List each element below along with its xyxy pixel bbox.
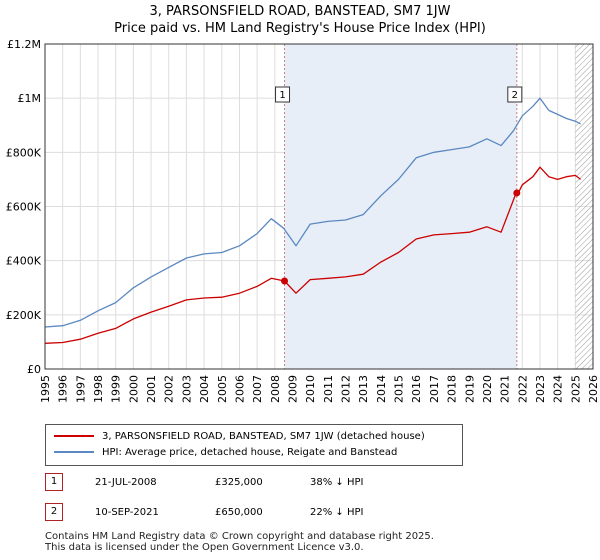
y-tick-label: £600K	[6, 201, 42, 214]
x-tick-label: 2016	[410, 375, 423, 403]
x-tick-label: 1995	[39, 375, 52, 403]
x-tick-label: 2014	[375, 375, 388, 403]
sale-hpi-diff: 22% ↓ HPI	[310, 507, 364, 518]
x-tick-label: 1998	[92, 375, 105, 403]
legend-label-property: 3, PARSONSFIELD ROAD, BANSTEAD, SM7 1JW …	[102, 431, 425, 442]
sale-point	[281, 277, 289, 285]
x-tick-label: 1997	[74, 375, 87, 403]
price-chart: £0 £200K £400K £600K £800K £1M £1.2M 1995 1996 19…	[6, 38, 600, 403]
sale-date: 21-JUL-2008	[95, 477, 157, 488]
x-tick-label: 2017	[428, 375, 441, 403]
sale-price: £325,000	[215, 477, 263, 488]
sale-hpi-diff: 38% ↓ HPI	[310, 477, 364, 488]
legend-swatch-hpi	[54, 451, 94, 453]
hpi-line	[44, 97, 581, 328]
legend-label-hpi: HPI: Average price, detached house, Reig…	[102, 447, 398, 458]
footer: Contains HM Land Registry data © Crown c…	[45, 531, 434, 553]
x-tick-label: 2023	[534, 375, 547, 403]
sale-date: 10-SEP-2021	[95, 507, 159, 518]
axes: £0 £200K £400K £600K £800K £1M £1.2M 1995 1996 19…	[6, 38, 600, 403]
x-tick-label: 2003	[180, 375, 193, 403]
sale-box	[275, 86, 291, 103]
y-tick-label: £1M	[18, 92, 42, 105]
y-tick-label: £400K	[6, 255, 42, 268]
x-tick-label: 1999	[110, 375, 123, 403]
y-tick-label: £200K	[6, 309, 42, 322]
x-tick-label: 2019	[463, 375, 476, 403]
property-line	[44, 166, 581, 344]
title-line-2: Price paid vs. HM Land Registry's House …	[114, 21, 486, 36]
x-tick-label: 2010	[304, 375, 317, 403]
x-tick-label: 1996	[57, 375, 70, 403]
x-tick-label: 2002	[163, 375, 176, 403]
x-tick-label: 2008	[269, 375, 282, 403]
footer-line-1: Contains HM Land Registry data © Crown c…	[45, 531, 434, 542]
x-tick-label: 2020	[481, 375, 494, 403]
future-hatch-region	[575, 44, 593, 369]
chart-title: 3, PARSONSFIELD ROAD, BANSTEAD, SM7 1JW …	[0, 3, 600, 37]
x-tick-label: 2021	[499, 375, 512, 403]
sale-point	[513, 189, 521, 197]
x-tick-label: 2011	[322, 375, 335, 403]
shade-region	[284, 44, 593, 369]
y-tick-label: £0	[27, 363, 41, 376]
shaded-ownership-period	[284, 44, 517, 369]
x-tick-label: 2025	[569, 375, 582, 403]
sale-badge: 1	[45, 473, 63, 491]
sale-box-label: 1	[279, 90, 285, 101]
sale-badge: 2	[45, 503, 63, 521]
legend-item-property: 3, PARSONSFIELD ROAD, BANSTEAD, SM7 1JW …	[54, 430, 425, 444]
x-tick-label: 2005	[216, 375, 229, 403]
x-tick-label: 2009	[286, 375, 299, 403]
x-tick-label: 2015	[393, 375, 406, 403]
x-tick-label: 2000	[127, 375, 140, 403]
y-tick-label: £1.2M	[7, 38, 41, 51]
x-tick-label: 2012	[340, 375, 353, 403]
x-tick-label: 2024	[552, 375, 565, 403]
sale-box-label: 2	[512, 90, 518, 101]
legend: 3, PARSONSFIELD ROAD, BANSTEAD, SM7 1JW …	[45, 424, 463, 466]
x-tick-label: 2026	[587, 375, 600, 403]
sale-box	[507, 86, 523, 103]
x-tick-label: 2001	[145, 375, 158, 403]
series	[44, 97, 581, 344]
legend-item-hpi: HPI: Average price, detached house, Reig…	[54, 446, 397, 460]
x-tick-label: 2004	[198, 375, 211, 403]
x-tick-label: 2013	[357, 375, 370, 403]
legend-swatch-property	[54, 435, 94, 437]
y-tick-label: £800K	[6, 146, 42, 159]
x-tick-label: 2006	[233, 375, 246, 403]
x-tick-label: 2007	[251, 375, 264, 403]
footer-line-2: This data is licensed under the Open Gov…	[45, 542, 364, 553]
title-line-1: 3, PARSONSFIELD ROAD, BANSTEAD, SM7 1JW	[149, 4, 451, 19]
x-tick-label: 2022	[516, 375, 529, 403]
x-tick-label: 2018	[446, 375, 459, 403]
sale-price: £650,000	[215, 507, 263, 518]
plot-frame	[44, 43, 594, 370]
